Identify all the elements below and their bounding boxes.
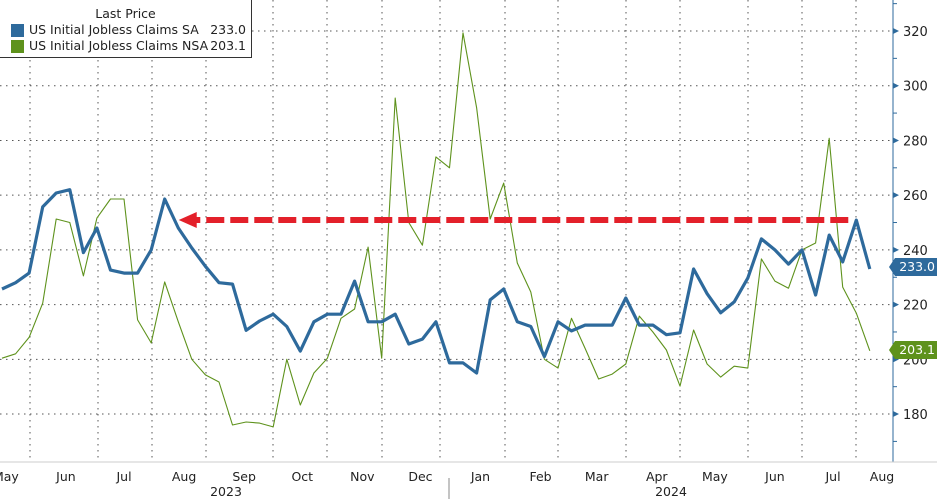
- x-tick-label: May: [702, 469, 728, 484]
- legend-item-nsa: US Initial Jobless Claims NSA 203.1: [0, 38, 251, 54]
- y-tick: [893, 82, 899, 89]
- x-tick-label: Jul: [824, 469, 840, 484]
- y-tick: [893, 301, 899, 308]
- legend-value-sa: 233.0: [210, 22, 246, 37]
- y-tick-label: 220: [903, 299, 928, 314]
- x-tick-label: Aug: [870, 469, 894, 484]
- legend-value-nsa: 203.1: [210, 38, 246, 53]
- legend-label-sa: US Initial Jobless Claims SA: [29, 22, 199, 37]
- x-tick-label: Jul: [115, 469, 131, 484]
- year-label: 2024: [655, 484, 687, 499]
- x-tick-label: Jan: [470, 469, 490, 484]
- y-tick: [893, 192, 899, 199]
- arrowhead-icon: [178, 212, 197, 229]
- x-tick-label: Aug: [172, 469, 196, 484]
- y-tick-label: 180: [903, 408, 928, 423]
- annotations: [178, 212, 849, 229]
- y-tick-label: 300: [903, 80, 928, 95]
- x-tick-label: Jun: [764, 469, 785, 484]
- x-tick-label: Jun: [55, 469, 76, 484]
- legend-swatch-sa: [11, 23, 24, 37]
- gridlines: [0, 0, 893, 462]
- y-tick: [893, 411, 899, 418]
- y-tick: [893, 137, 899, 144]
- x-tick-label: May: [0, 469, 19, 484]
- legend: Last Price US Initial Jobless Claims SA …: [0, 0, 252, 58]
- y-tick: [893, 28, 899, 34]
- x-tick-label: Dec: [408, 469, 432, 484]
- value-tag-sa: 233.0: [889, 258, 937, 276]
- y-tick-label: 260: [903, 189, 928, 204]
- x-tick-label: Nov: [350, 469, 375, 484]
- y-tick-label: 240: [903, 244, 928, 259]
- legend-title: Last Price: [95, 6, 156, 21]
- x-tick-label: Oct: [291, 469, 313, 484]
- x-tick-label: Apr: [646, 469, 668, 484]
- legend-item-sa: US Initial Jobless Claims SA 233.0: [0, 22, 251, 38]
- series-line-sa: [1, 188, 872, 375]
- x-axis: May Jun Jul Aug Sep Oct Nov Dec Jan Feb Mar Apr May J…: [0, 461, 937, 499]
- y-tick: [893, 246, 899, 253]
- year-label: 2023: [210, 484, 242, 499]
- value-tag-nsa: 203.1: [889, 341, 937, 359]
- x-tick-label: Mar: [585, 469, 609, 484]
- y-tick-label: 320: [903, 25, 928, 40]
- legend-swatch-nsa: [11, 39, 24, 53]
- x-tick-label: Feb: [529, 469, 551, 484]
- legend-label-nsa: US Initial Jobless Claims NSA: [29, 38, 209, 53]
- series-line-nsa: [1, 32, 871, 428]
- y-tick-label: 280: [903, 134, 928, 149]
- series-lines: [1, 32, 872, 428]
- x-tick-label: Sep: [232, 469, 256, 484]
